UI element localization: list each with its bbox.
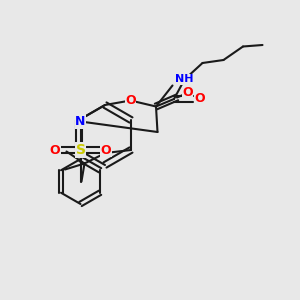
Text: N: N <box>75 115 86 128</box>
Text: NH: NH <box>175 74 194 85</box>
Text: S: S <box>76 143 85 157</box>
Text: O: O <box>50 143 60 157</box>
Text: O: O <box>182 86 193 100</box>
Text: O: O <box>101 143 111 157</box>
Text: O: O <box>125 94 136 107</box>
Text: O: O <box>194 92 205 106</box>
